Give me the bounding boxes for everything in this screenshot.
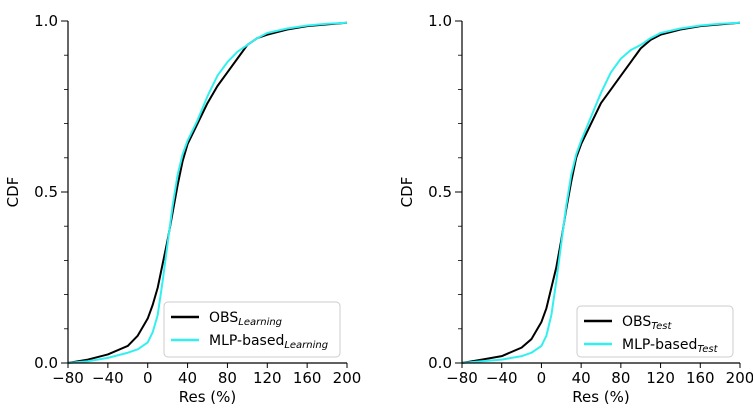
series-line-2 [461, 21, 741, 364]
legend-entry-subscript: Learning [238, 317, 282, 328]
x-tick-label: 160 [293, 369, 322, 387]
series-line-2 [67, 21, 348, 364]
y-tick-label: 1.0 [34, 12, 58, 30]
legend-entry-subscript: Test [697, 344, 718, 355]
series-line-1 [67, 21, 348, 364]
x-tick-label: 80 [218, 369, 237, 387]
y-tick-label: 0.0 [34, 354, 58, 372]
x-axis-label: Res (%) [179, 388, 237, 406]
legend-frame [163, 301, 341, 358]
x-tick-label: 0 [143, 369, 153, 387]
x-tick-label: 40 [178, 369, 197, 387]
y-axis-label: CDF [398, 177, 416, 208]
y-tick-label: 0.5 [34, 183, 58, 201]
series-line-1 [461, 21, 741, 364]
y-tick-label: 1.0 [428, 12, 452, 30]
x-tick-label: 0 [537, 369, 547, 387]
x-tick-label: 120 [253, 369, 282, 387]
x-tick-label: −80 [446, 369, 478, 387]
chart-panel-1: −80 −40 0 40 80 120 160 200 0.0 0.5 1.0 Res (%) CDF O… [4, 12, 361, 406]
x-tick-label: −80 [52, 369, 84, 387]
legend-frame [576, 305, 734, 358]
x-axis-label: Res (%) [572, 388, 630, 406]
x-tick-label: −40 [92, 369, 124, 387]
x-tick-label: 200 [726, 369, 753, 387]
legend-entry-2: MLP-basedTest [622, 337, 719, 355]
x-tick-label: −40 [486, 369, 518, 387]
x-tick-label: 160 [686, 369, 715, 387]
y-tick-label: 0.5 [428, 183, 452, 201]
x-tick-label: 80 [611, 369, 630, 387]
chart-panel-2: −80 −40 0 40 80 120 160 200 0.0 0.5 1.0 Res (%) CDF O… [398, 12, 753, 406]
y-axis-label: CDF [4, 177, 22, 208]
x-tick-label: 120 [646, 369, 675, 387]
y-tick-label: 0.0 [428, 354, 452, 372]
x-tick-label: 40 [572, 369, 591, 387]
legend-entry-subscript: Learning [284, 340, 328, 351]
x-tick-label: 200 [333, 369, 362, 387]
legend-entry-subscript: Test [651, 321, 672, 332]
